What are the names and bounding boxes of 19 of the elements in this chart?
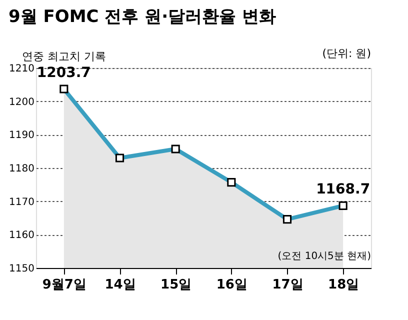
- y-tick-label: 1170: [9, 196, 34, 208]
- chart-title: 9월 FOMC 전후 원·달러환율 변화: [8, 7, 276, 27]
- y-tick-label: 1180: [9, 164, 34, 174]
- annotation: (오전 10시5분 현재): [278, 251, 372, 262]
- y-tick-label: 1200: [9, 96, 34, 108]
- y-tick-label: 1190: [9, 130, 34, 142]
- data-label: 1203.7: [36, 65, 91, 81]
- x-tick-label: 18일: [328, 278, 360, 292]
- data-label: 1168.7: [316, 182, 370, 198]
- chart-subtitle: (단위: 원): [322, 47, 371, 60]
- y-tick-label: 1210: [9, 64, 34, 74]
- x-tick-label: 17일: [272, 278, 304, 292]
- annotation: 연중 최고치 기록: [22, 50, 106, 63]
- x-tick-label: 14일: [104, 278, 136, 292]
- x-tick-label: 9월7일: [42, 278, 86, 292]
- x-tick-label: 16일: [216, 278, 248, 292]
- y-tick-label: 1150: [9, 264, 34, 274]
- y-tick-label: 1160: [9, 230, 34, 242]
- x-tick-label: 15일: [160, 278, 192, 292]
